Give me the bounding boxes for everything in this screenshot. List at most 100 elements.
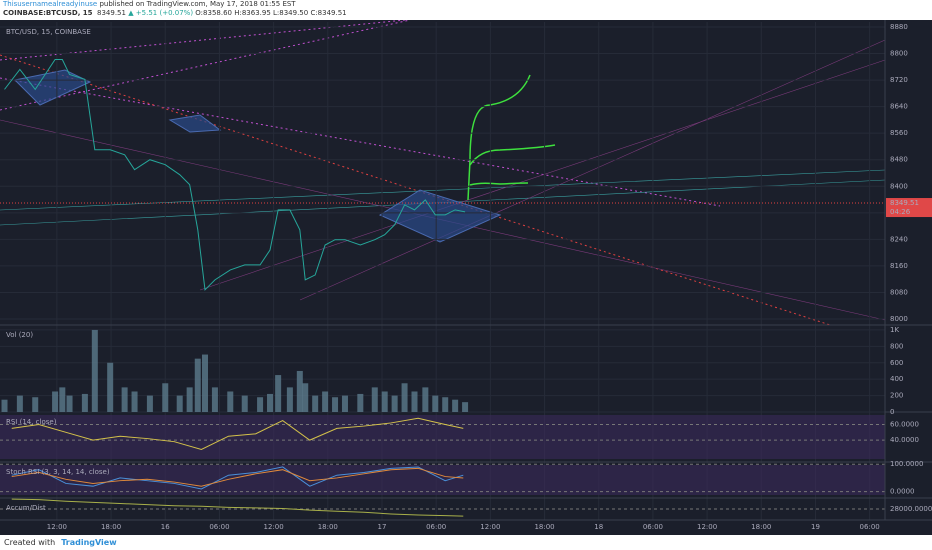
- header: Thisusernamealreadyinuse published on Tr…: [0, 0, 932, 20]
- symbol: COINBASE:BTCUSD, 15: [3, 9, 93, 17]
- panel-title: Vol (20): [6, 331, 33, 339]
- x-tick-label: 06:00: [209, 523, 229, 531]
- panel-title: BTC/USD, 15, COINBASE: [6, 28, 91, 36]
- y-tick-label: 8720: [890, 76, 908, 84]
- bar: [411, 391, 418, 412]
- bar: [66, 395, 73, 412]
- line: [11, 417, 464, 451]
- change: ▲ +5.51 (+0.07%): [128, 9, 194, 17]
- panel-title: Stoch RSI (3, 3, 14, 14, close): [6, 468, 110, 476]
- bar: [131, 391, 138, 412]
- y-tick-label: 600: [890, 359, 903, 367]
- bar: [452, 399, 459, 412]
- y-tick-label: 8160: [890, 262, 908, 270]
- bar: [59, 387, 66, 412]
- trendline: [0, 77, 721, 207]
- y-tick-label: 40.0000: [890, 436, 919, 444]
- bar: [432, 395, 439, 412]
- panel-title: Accum/Dist: [6, 504, 46, 512]
- y-tick-label: 8640: [890, 103, 908, 111]
- panel-title: RSI (14, close): [6, 418, 57, 426]
- pattern: [168, 114, 222, 133]
- bar: [391, 395, 398, 412]
- published: published on TradingView.com, May 17, 20…: [99, 0, 296, 8]
- y-tick-label: 8080: [890, 288, 908, 296]
- price: 8349.51: [97, 9, 126, 17]
- bar: [267, 393, 274, 412]
- x-tick-label: 12:00: [480, 523, 500, 531]
- bar: [201, 354, 208, 412]
- bar: [381, 391, 388, 412]
- x-tick-label: 17: [378, 523, 387, 531]
- x-tick-label: 12:00: [697, 523, 717, 531]
- y-tick-label: 200: [890, 392, 903, 400]
- bar: [357, 393, 364, 412]
- line: [4, 59, 466, 291]
- x-tick-label: 06:00: [643, 523, 663, 531]
- y-tick-label: 8240: [890, 235, 908, 243]
- line: [11, 466, 464, 490]
- bar: [312, 395, 319, 412]
- bar: [91, 329, 98, 412]
- price-tag-label: 8349.51: [890, 199, 919, 207]
- bar: [241, 395, 248, 412]
- author[interactable]: Thisusernamealreadyinuse: [3, 0, 98, 8]
- ohlc: O:8358.60 H:8363.95 L:8349.50 C:8349.51: [195, 9, 347, 17]
- y-tick-label: 8800: [890, 50, 908, 58]
- y-tick-label: 8400: [890, 182, 908, 190]
- y-tick-label: 800: [890, 342, 903, 350]
- y-tick-label: 8560: [890, 129, 908, 137]
- header-line: COINBASE:BTCUSD, 15 8349.51 ▲ +5.51 (+0.…: [3, 9, 932, 18]
- bar: [227, 391, 234, 412]
- bar: [176, 395, 183, 412]
- bar: [1, 399, 8, 412]
- created: Created with: [4, 538, 56, 547]
- y-tick-label: 100.0000: [890, 460, 923, 468]
- line: [11, 498, 464, 517]
- band: [0, 465, 885, 495]
- bar: [16, 395, 23, 412]
- y-tick-label: 0: [890, 408, 894, 416]
- bar: [32, 397, 39, 412]
- x-tick-label: 19: [811, 523, 820, 531]
- bar: [162, 383, 169, 412]
- x-tick-label: 16: [161, 523, 170, 531]
- bar: [275, 375, 282, 412]
- y-tick-label: 8000: [890, 315, 908, 323]
- projection: [469, 182, 529, 186]
- y-tick-label: 8480: [890, 156, 908, 164]
- trendline: [299, 39, 886, 301]
- pattern: [378, 189, 502, 243]
- y-tick-label: 60.0000: [890, 421, 919, 429]
- bar: [302, 383, 309, 412]
- bar: [286, 387, 293, 412]
- x-tick-label: 18:00: [101, 523, 121, 531]
- pattern: [13, 69, 92, 106]
- trendline: [199, 59, 886, 291]
- price-tag: [886, 198, 932, 218]
- y-tick-label: 8880: [890, 23, 908, 31]
- x-tick-label: 12:00: [47, 523, 67, 531]
- bar: [211, 387, 218, 412]
- x-tick-label: 18:00: [534, 523, 554, 531]
- x-tick-label: 06:00: [860, 523, 880, 531]
- y-tick-label: 400: [890, 375, 903, 383]
- x-tick-label: 18: [594, 523, 603, 531]
- bar: [371, 387, 378, 412]
- x-tick-label: 06:00: [426, 523, 446, 531]
- bar: [146, 395, 153, 412]
- band: [0, 415, 885, 459]
- bar: [52, 391, 59, 412]
- x-tick-label: 18:00: [318, 523, 338, 531]
- y-tick-label: 0.0000: [890, 488, 915, 496]
- bar: [341, 395, 348, 412]
- bar: [322, 391, 329, 412]
- bar: [81, 393, 88, 412]
- bar: [194, 358, 201, 412]
- brand[interactable]: TradingView: [61, 538, 117, 547]
- bar: [422, 387, 429, 412]
- countdown: 04:26: [890, 208, 911, 216]
- bar: [107, 362, 114, 412]
- y-tick-label: 28000.0000: [890, 505, 932, 513]
